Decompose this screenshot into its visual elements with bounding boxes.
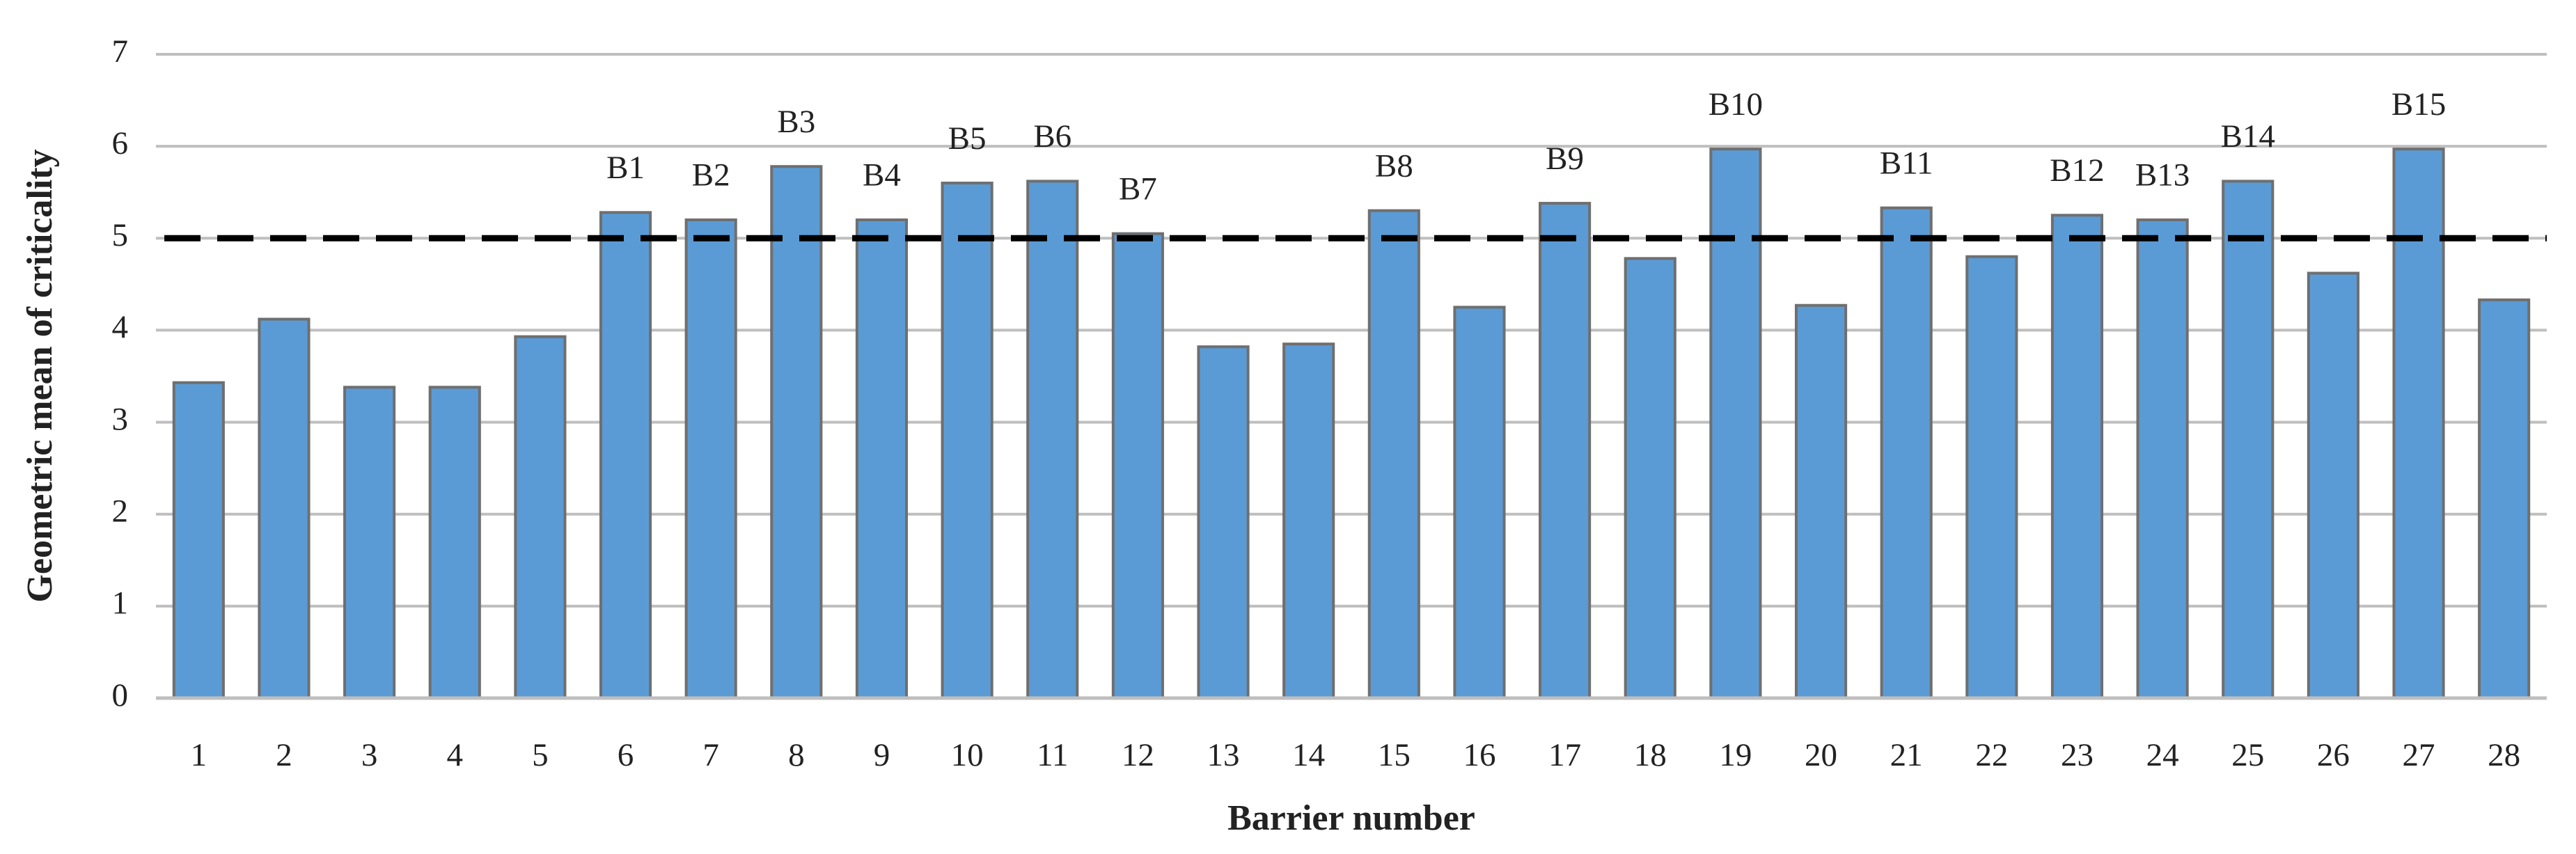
bar-label: B6 xyxy=(1033,118,1071,155)
x-tick-label: 14 xyxy=(1292,737,1325,773)
x-tick-label: 28 xyxy=(2488,737,2520,773)
bar-label: B10 xyxy=(1709,86,1763,122)
bar xyxy=(1965,255,2018,699)
x-tick-label: 24 xyxy=(2146,737,2179,773)
bar-label: B13 xyxy=(2135,157,2190,193)
x-tick-label: 21 xyxy=(1890,737,1923,773)
x-tick-label: 4 xyxy=(447,737,464,773)
x-tick-label: 8 xyxy=(788,737,805,773)
bar xyxy=(258,317,311,700)
x-tick-label: 19 xyxy=(1719,737,1752,773)
y-tick-label: 7 xyxy=(112,33,129,70)
x-tick-label: 6 xyxy=(618,737,634,773)
bar xyxy=(1026,180,1079,700)
x-tick-label: 12 xyxy=(1122,737,1154,773)
x-axis-title: Barrier number xyxy=(1227,798,1475,838)
bar-label: B12 xyxy=(2050,152,2104,189)
bar xyxy=(1111,232,1164,699)
bar xyxy=(428,386,481,699)
bar xyxy=(514,335,567,699)
bar xyxy=(2478,298,2531,700)
x-tick-label: 18 xyxy=(1634,737,1667,773)
bar xyxy=(2050,214,2104,699)
bar-label: B9 xyxy=(1546,141,1584,177)
x-tick-label: 25 xyxy=(2231,737,2264,773)
x-tick-label: 23 xyxy=(2061,737,2094,773)
bar xyxy=(1624,257,1676,700)
bar xyxy=(1794,303,1848,699)
x-tick-label: 7 xyxy=(702,737,719,773)
bar xyxy=(343,386,396,699)
x-tick-label: 16 xyxy=(1463,737,1495,773)
y-tick-label: 3 xyxy=(112,401,129,437)
bar-label: B2 xyxy=(692,157,730,193)
bar-label: B7 xyxy=(1119,171,1157,207)
bar xyxy=(2307,271,2359,699)
y-tick-label: 1 xyxy=(112,585,129,622)
bar-label: B4 xyxy=(863,157,901,193)
y-tick-label: 2 xyxy=(112,493,129,529)
y-tick-label: 0 xyxy=(112,677,129,713)
x-tick-label: 10 xyxy=(951,737,984,773)
x-tick-label: 20 xyxy=(1805,737,1837,773)
x-tick-label: 26 xyxy=(2317,737,2350,773)
bar xyxy=(1709,148,1762,700)
x-tick-label: 1 xyxy=(191,737,207,773)
x-tick-label: 27 xyxy=(2403,737,2435,773)
x-tick-label: 9 xyxy=(874,737,890,773)
bar-label: B8 xyxy=(1375,148,1413,184)
bar xyxy=(770,165,823,699)
bar-label: B14 xyxy=(2221,118,2275,155)
bar xyxy=(1880,206,1933,699)
x-tick-label: 2 xyxy=(276,737,292,773)
bar xyxy=(1367,209,1420,699)
bar-label: B1 xyxy=(606,150,645,186)
x-tick-label: 3 xyxy=(361,737,378,773)
bar xyxy=(2222,180,2275,700)
y-tick-label: 5 xyxy=(112,217,129,253)
x-tick-label: 11 xyxy=(1037,737,1068,773)
bar xyxy=(599,211,652,699)
x-tick-label: 22 xyxy=(1975,737,2008,773)
x-tick-label: 13 xyxy=(1207,737,1240,773)
x-tick-label: 5 xyxy=(532,737,549,773)
y-tick-label: 4 xyxy=(112,309,129,345)
y-tick-label: 6 xyxy=(112,125,129,161)
bar xyxy=(172,381,225,699)
bar xyxy=(2392,148,2445,700)
x-tick-label: 15 xyxy=(1378,737,1411,773)
bar-label: B3 xyxy=(777,104,815,140)
bar xyxy=(1282,342,1335,699)
bar-label: B11 xyxy=(1880,145,1933,181)
bar xyxy=(2136,218,2189,700)
bar-label: B5 xyxy=(948,120,987,157)
bar xyxy=(1453,306,1506,699)
y-axis-title: Geometric mean of criticality xyxy=(20,149,60,602)
bar xyxy=(1197,345,1250,699)
bar xyxy=(1539,202,1592,700)
bar xyxy=(684,218,737,700)
bar xyxy=(941,182,994,699)
bar-label: B15 xyxy=(2392,86,2446,122)
x-tick-label: 17 xyxy=(1548,737,1581,773)
bar xyxy=(855,218,909,700)
